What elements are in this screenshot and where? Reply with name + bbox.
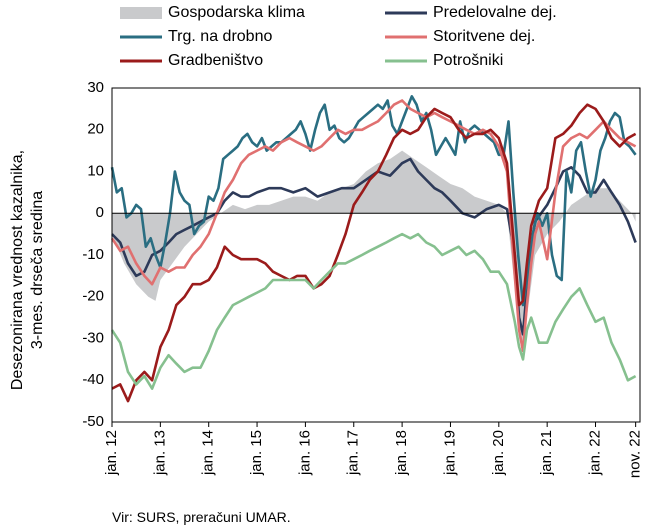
y-tick-label: 20 <box>87 121 104 138</box>
x-tick-label: jan. 13 <box>151 430 168 476</box>
y-tick-label: -50 <box>82 413 104 430</box>
x-axis: jan. 12 jan. 13 jan. 14 jan. 15 jan. 16 jan. … <box>103 422 644 478</box>
x-tick-label: jan. 15 <box>248 430 265 476</box>
x-tick-label: jan. 20 <box>490 430 507 476</box>
x-tick-label: jan. 14 <box>200 430 217 476</box>
legend-label-potro-niki: Potrošniki <box>433 52 503 69</box>
x-tick-label: jan. 22 <box>586 430 603 476</box>
y-axis-label: Desezonirana vrednost kazalnika, 3-mes. d… <box>9 150 46 390</box>
x-tick-label: jan. 21 <box>538 430 555 476</box>
y-tick-label: 30 <box>87 79 104 96</box>
plot-frame <box>111 87 641 423</box>
y-tick-label: -40 <box>82 371 104 388</box>
legend-label-predelovalne-dej-: Predelovalne dej. <box>433 4 557 21</box>
series-layer <box>110 95 637 403</box>
legend-label-gospodarska-klima: Gospodarska klima <box>168 4 305 21</box>
source-note: Vir: SURS, preračuni UMAR. <box>112 509 291 525</box>
legend-label-storitvene-dej-: Storitvene dej. <box>433 28 535 45</box>
y-tick-label: 10 <box>87 162 104 179</box>
legend-swatch-gospodarska-klima <box>120 7 162 19</box>
series-gradbeni-tvo-line <box>111 103 637 403</box>
series-storitvene-dej--line <box>110 99 637 353</box>
y-tick-label: -20 <box>82 288 104 305</box>
series-potro-niki-line <box>110 232 637 390</box>
plot-area <box>110 87 641 423</box>
y-axis: 30 20 10 0 -10 -20 -30 -40 -50 <box>82 79 104 430</box>
y-axis-label-line: 3-mes. drseča sredina <box>29 191 46 349</box>
legend-label-trg-na-drobno: Trg. na drobno <box>168 28 272 45</box>
x-tick-label: jan. 19 <box>441 430 458 476</box>
x-tick-label: nov. 22 <box>627 430 644 478</box>
y-tick-label: 0 <box>96 204 104 221</box>
x-tick-label: jan. 18 <box>393 430 410 476</box>
legend: Gospodarska klima Predelovalne dej. Trg. n… <box>120 4 557 69</box>
y-tick-label: -30 <box>82 329 104 346</box>
x-tick-label: jan. 17 <box>345 430 362 476</box>
legend-label-gradbeni-tvo: Gradbeništvo <box>168 52 263 69</box>
y-axis-label-line: Desezonirana vrednost kazalnika, <box>9 150 26 390</box>
x-tick-label: jan. 12 <box>103 430 120 476</box>
y-tick-label: -10 <box>82 246 104 263</box>
x-tick-label: jan. 16 <box>296 430 313 476</box>
